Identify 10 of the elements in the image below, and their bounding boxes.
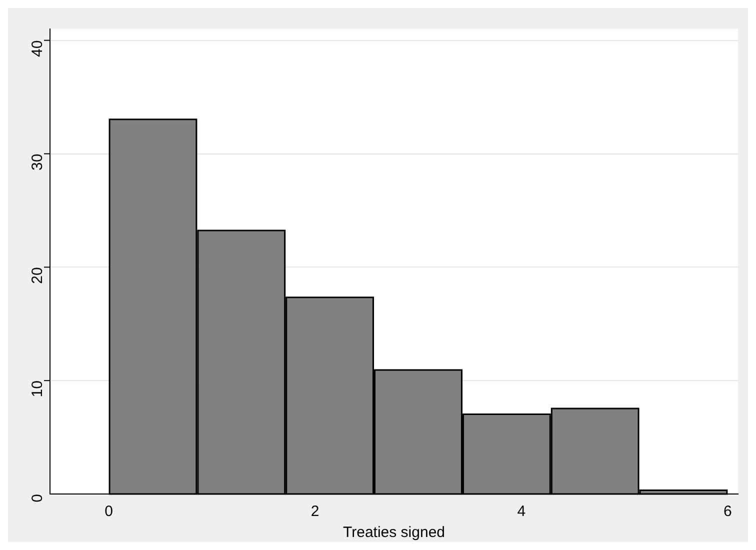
x-tick-label: 6 xyxy=(724,503,732,520)
y-tick-label: 0 xyxy=(29,494,46,502)
x-tick-label: 0 xyxy=(104,503,113,520)
x-tick-label: 4 xyxy=(517,503,526,520)
x-tick-label: 2 xyxy=(310,503,320,520)
x-axis-title: Treaties signed xyxy=(343,524,445,542)
y-tick-label: 30 xyxy=(29,154,46,170)
y-tick-label: 20 xyxy=(29,267,46,284)
y-tick-label: 10 xyxy=(29,380,46,398)
y-tick-label: 40 xyxy=(29,40,46,58)
